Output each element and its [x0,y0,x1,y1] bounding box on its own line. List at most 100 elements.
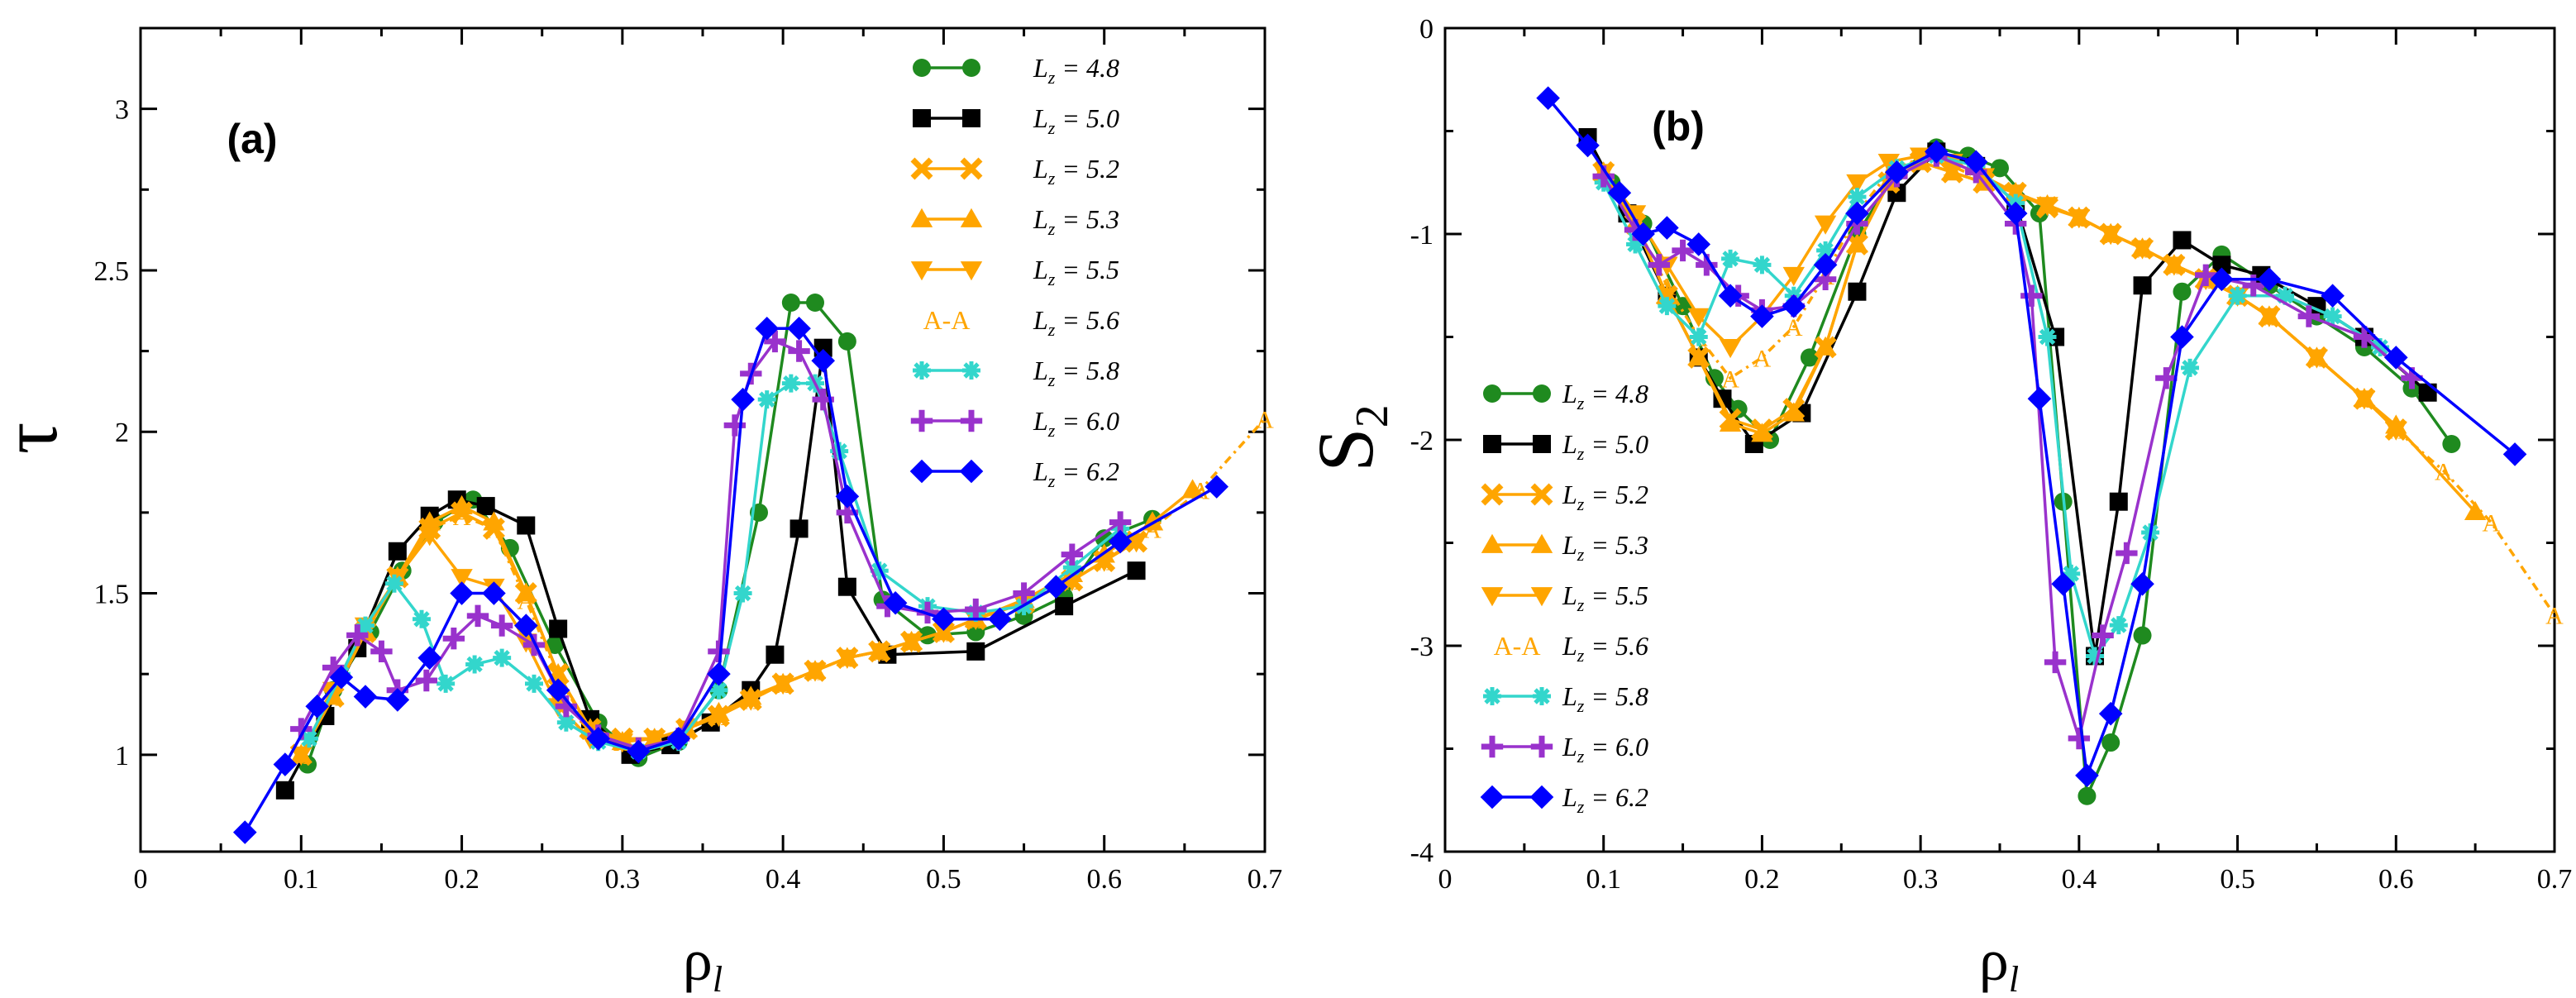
x-tick-label: 0 [1438,864,1453,895]
data-point [2464,500,2487,521]
x-tick-label: 0.6 [2378,864,2414,895]
data-point: A [421,516,439,543]
data-point [1719,339,1742,359]
data-point [2212,255,2231,275]
data-point [2068,727,2091,750]
legend-entry: Lz = 5.5 [910,255,1119,289]
data-point [2502,442,2527,466]
data-point [1127,561,1146,580]
data-point [418,527,441,547]
data-point: A [2134,236,2152,263]
legend-entry: Lz = 6.0 [1481,732,1648,766]
data-point: A [774,671,792,699]
data-point [1846,174,1868,193]
data-point [883,590,908,615]
data-point: A [871,639,889,666]
data-point [2173,282,2192,301]
chart-panel-2: 0 0.1 0.2 0.3 0.4 0.5 0.6 0.7 -4 -3 -2 -1 0 ρl S2 (b) Lz… [1301,14,2572,998]
data-point [1576,133,1600,158]
series-5.0 [1578,127,2437,666]
data-point [2109,492,2128,511]
data-point [586,726,611,751]
series-5.8 [300,374,1130,761]
data-point: A [2260,304,2278,332]
data-point [1687,346,1710,366]
legend-entry: Lz = 5.0 [1483,429,1648,464]
legend-entry: Lz = 4.8 [1483,379,1648,413]
data-point [525,674,543,693]
legend-label: Lz = 5.8 [1562,681,1648,716]
data-point: A [2101,222,2120,249]
legend-marker [1483,384,1501,403]
data-point [329,665,354,690]
data-point: A [838,646,856,673]
data-point [811,349,836,373]
data-point [2323,307,2342,326]
data-point [666,726,691,751]
data-point [482,581,506,605]
data-point [1044,575,1068,599]
data-point [1686,232,1711,256]
legend-label: Lz = 6.0 [1562,732,1648,766]
data-point [2306,349,2328,369]
data-point [1125,533,1147,553]
data-point [1782,294,1806,318]
legend-marker [913,59,931,77]
legend-label: Lz = 5.2 [1562,480,1648,514]
x-tick-label: 0.3 [1903,864,1939,895]
legend-marker [910,208,933,227]
y-tick-label: 2.5 [94,256,130,287]
data-point [1813,253,1838,277]
data-point [2086,647,2105,666]
legend-entry: Lz = 5.8 [913,356,1119,390]
legend-marker [960,409,983,432]
legend-label: Lz = 6.2 [1562,782,1648,817]
legend-marker [910,409,933,432]
legend-entry: A-A Lz = 5.6 [1494,631,1648,666]
data-point [436,674,456,693]
legend-entry: Lz = 5.3 [910,204,1119,239]
series-6.2 [232,316,1229,844]
legend-marker [1481,483,1504,506]
data-point [1782,266,1805,286]
legend-marker [913,109,931,127]
data-point [2092,624,2114,647]
legend-entry: Lz = 6.2 [909,456,1119,491]
legend-marker [960,157,983,180]
panel-label: (b) [1652,103,1705,150]
data-point [353,685,378,709]
legend-entry: Lz = 6.0 [910,406,1119,441]
data-point: A [2435,458,2453,485]
data-point [1095,529,1114,548]
data-point [755,316,780,341]
data-point [1689,327,1708,346]
legend-label: Lz = 5.0 [1562,429,1648,464]
data-point [493,648,512,667]
data-point [476,497,495,516]
data-point: A [2039,193,2057,220]
data-point [2173,231,2192,250]
x-tick-label: 0.5 [926,864,961,895]
data-point [1687,308,1710,327]
data-point [2210,267,2234,292]
data-point [415,669,438,692]
data-point [2321,284,2345,308]
x-tick-label: 0.7 [2537,864,2573,895]
legend-label: Lz = 5.5 [1033,255,1119,289]
data-point [788,340,810,362]
x-tick-label: 0.5 [2220,864,2255,895]
data-point [1109,511,1132,533]
series-line [1610,146,2453,797]
legend-entry: Lz = 5.3 [1481,530,1648,565]
data-point: A [742,687,760,714]
y-tick-label: 2 [115,418,129,448]
legend-marker [1481,533,1504,553]
data-point [385,688,410,712]
legend-marker [960,208,983,227]
data-point: A [453,504,471,531]
data-point [1108,529,1133,554]
data-point [2062,564,2081,583]
data-point [1800,348,1819,367]
data-point [2020,284,2043,307]
